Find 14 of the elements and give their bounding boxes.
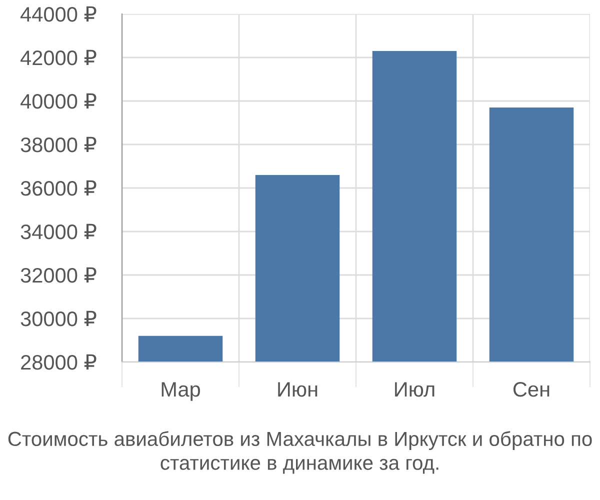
x-tick-label: Июн xyxy=(278,382,318,397)
y-tick-label: 44000 ₽ xyxy=(20,6,96,22)
x-tick-label: Мар xyxy=(162,382,200,401)
x-tick-label: Июл xyxy=(395,382,434,397)
y-tick-label: 36000 ₽ xyxy=(20,180,96,196)
y-tick-label: 34000 ₽ xyxy=(20,224,96,240)
y-tick-label: 30000 ₽ xyxy=(20,310,96,326)
text: Стоимость авиабилетов из Махачкалы в Иркутск и обратно по статистике в динамике за год. xyxy=(8,431,592,474)
y-tick-label: 42000 ₽ xyxy=(20,50,96,66)
y-tick-label: 38000 ₽ xyxy=(20,136,96,152)
x-tick-label: Сен xyxy=(513,382,550,397)
y-tick-label: 32000 ₽ xyxy=(20,267,96,283)
y-tick-label: 40000 ₽ xyxy=(20,93,96,109)
y-tick-label: 28000 ₽ xyxy=(21,354,96,370)
